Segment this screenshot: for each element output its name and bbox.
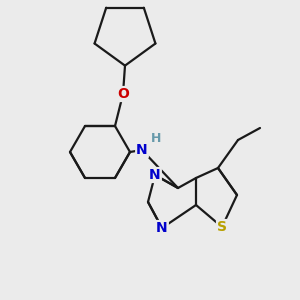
Text: N: N bbox=[156, 221, 168, 235]
Text: H: H bbox=[151, 131, 161, 145]
Text: O: O bbox=[117, 87, 129, 101]
Text: N: N bbox=[149, 168, 161, 182]
Text: N: N bbox=[136, 143, 148, 157]
Text: S: S bbox=[217, 220, 227, 234]
